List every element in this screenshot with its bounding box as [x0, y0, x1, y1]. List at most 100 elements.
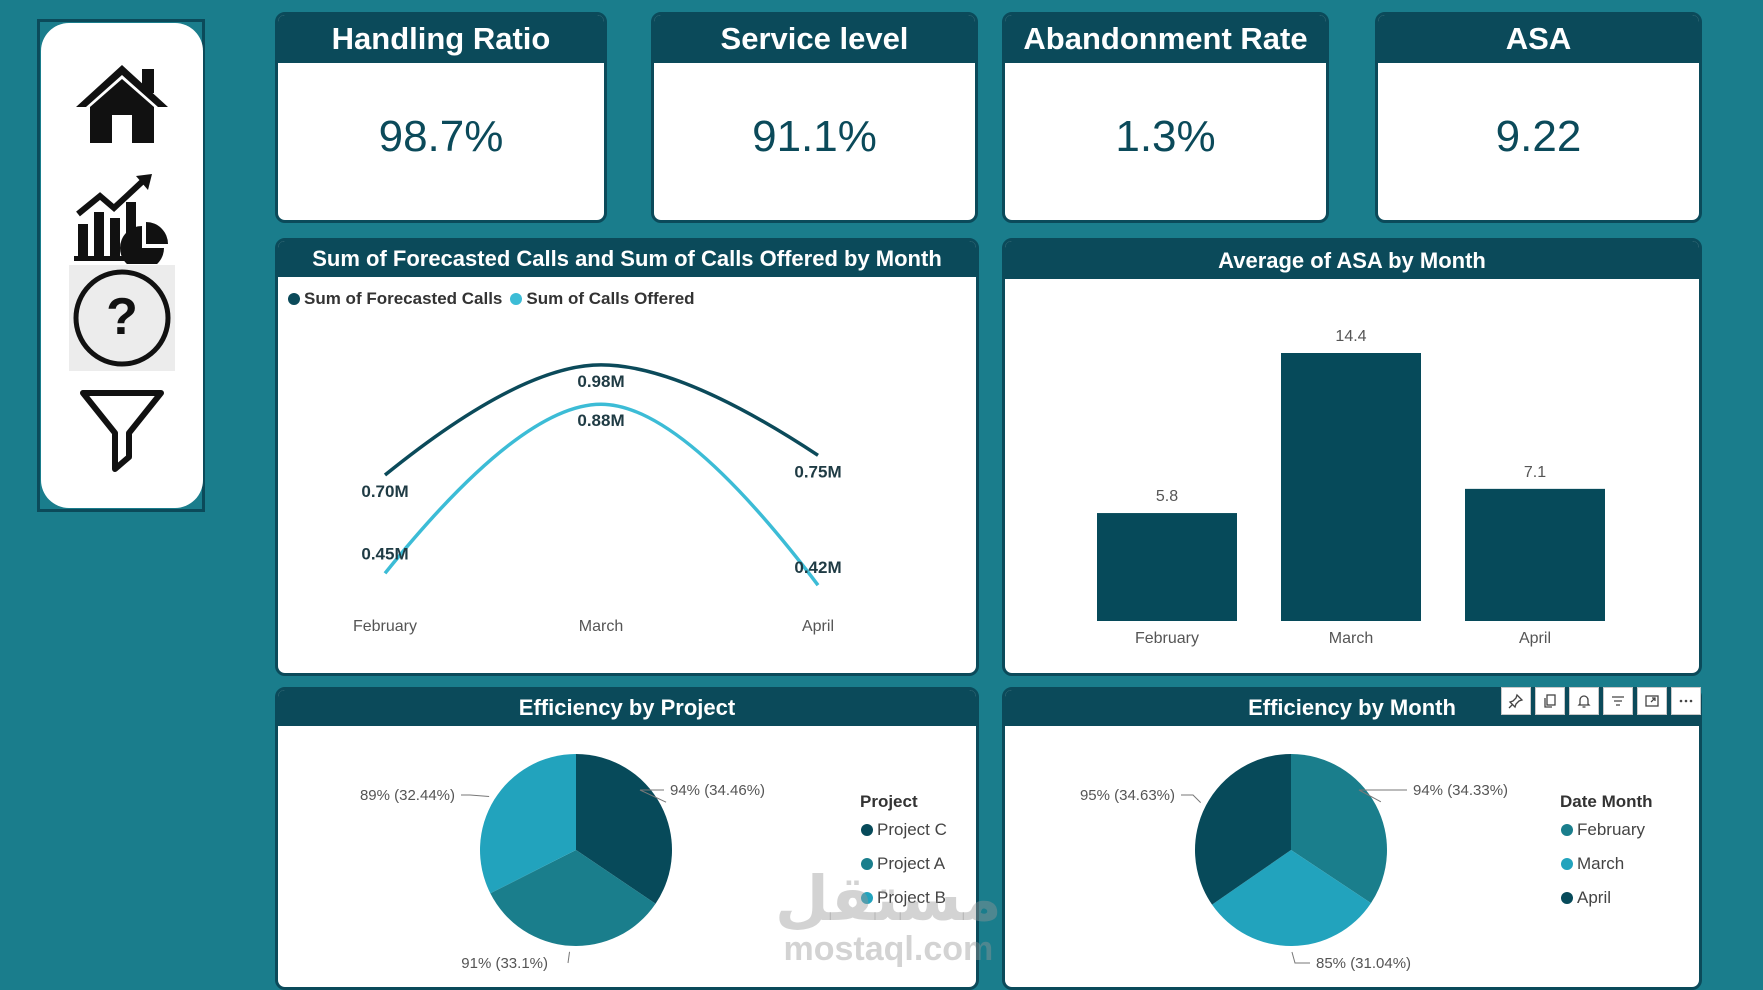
legend-dot [1561, 892, 1573, 904]
pin-visual-button[interactable] [1501, 687, 1531, 715]
data-label: 85% (31.04%) [1316, 955, 1411, 972]
pie-slice[interactable] [576, 754, 672, 904]
data-label: 0.42M [794, 558, 841, 577]
kpi-title: Service level [654, 15, 975, 63]
chart-title: Sum of Forecasted Calls and Sum of Calls… [278, 241, 976, 277]
legend-item-february[interactable]: February [1561, 820, 1645, 840]
nav-home-button[interactable] [69, 51, 175, 157]
more-options-button[interactable] [1671, 687, 1701, 715]
pin-icon [1508, 693, 1524, 709]
home-icon [76, 65, 168, 143]
kpi-title: Abandonment Rate [1005, 15, 1326, 63]
data-label: 91% (33.1%) [461, 955, 548, 972]
legend-label: Project A [877, 854, 946, 873]
data-label: 89% (32.44%) [360, 787, 455, 804]
chart-analytics-icon [74, 174, 168, 264]
leader-line [461, 794, 490, 798]
legend-label: Project B [877, 888, 946, 907]
pie-chart-month-plot[interactable]: 94% (34.33%) 85% (31.04%) 95% (34.63%) [1005, 726, 1565, 986]
x-tick-label: February [353, 618, 417, 635]
legend-dot-offered [510, 293, 523, 305]
svg-text:?: ? [106, 288, 138, 346]
kpi-card-service-level: Service level 91.1% [651, 12, 978, 223]
pie-chart-month-card: Efficiency by Month 94% (34.33%) 85% (31.… [1002, 687, 1702, 990]
kpi-value: 91.1% [752, 112, 877, 161]
bar[interactable] [1465, 488, 1605, 621]
legend-title: Project [860, 792, 918, 811]
series-line[interactable] [383, 363, 819, 477]
visual-header-toolbar [1501, 687, 1701, 715]
kpi-value: 1.3% [1115, 112, 1216, 161]
legend-label: April [1577, 888, 1612, 907]
kpi-card-asa: ASA 9.22 [1375, 12, 1702, 223]
more-options-icon [1679, 699, 1693, 703]
nav-help-button[interactable]: ? [69, 265, 175, 371]
bar[interactable] [1281, 353, 1421, 621]
leader-line [567, 951, 571, 964]
pie-slice[interactable] [1291, 754, 1387, 904]
legend-label: Project C [877, 820, 947, 839]
help-icon: ? [73, 269, 171, 367]
leader-line [1181, 794, 1202, 803]
data-label: 94% (34.33%) [1413, 782, 1508, 799]
legend-item-march[interactable]: March [1561, 854, 1624, 874]
leader-line [1291, 951, 1310, 964]
nav-filter-button[interactable] [69, 377, 175, 483]
alert-button[interactable] [1569, 687, 1599, 715]
pie-chart-project-plot[interactable]: 94% (34.46%) 91% (33.1%) 89% (32.44%) [278, 726, 838, 986]
sidebar-nav: ? [41, 23, 203, 508]
legend-dot [861, 858, 873, 870]
legend-item-project-b[interactable]: Project B [861, 888, 946, 908]
kpi-card-abandonment-rate: Abandonment Rate 1.3% [1002, 12, 1329, 223]
filter-icon [80, 390, 164, 472]
line-chart-card: Sum of Forecasted Calls and Sum of Calls… [275, 238, 979, 676]
series-line[interactable] [383, 402, 820, 587]
focus-mode-button[interactable] [1637, 687, 1667, 715]
legend-dot [1561, 858, 1573, 870]
focus-mode-icon [1645, 695, 1659, 707]
data-label: 0.75M [794, 462, 841, 481]
data-label: 7.1 [1524, 464, 1546, 481]
line-chart-legend: Sum of Forecasted Calls Sum of Calls Off… [288, 289, 695, 309]
legend-label-offered[interactable]: Sum of Calls Offered [526, 289, 695, 308]
copy-visual-button[interactable] [1535, 687, 1565, 715]
pie-slice[interactable] [1195, 754, 1291, 905]
chart-title: Efficiency by Project [278, 690, 976, 726]
x-tick-label: February [1135, 630, 1199, 647]
bar[interactable] [1097, 513, 1237, 621]
legend-label: March [1577, 854, 1625, 873]
bar-chart-card: Average of ASA by Month 5.8 February 14.4 M… [1002, 238, 1702, 676]
data-label: 0.98M [577, 372, 624, 391]
kpi-value: 98.7% [378, 112, 504, 161]
legend-dot [1561, 824, 1573, 836]
pie-slice[interactable] [1212, 850, 1371, 946]
legend-dot [861, 892, 873, 904]
data-label: 0.45M [361, 544, 408, 563]
chart-title: Average of ASA by Month [1005, 241, 1699, 279]
data-label: 95% (34.63%) [1080, 787, 1175, 804]
legend-title: Date Month [1560, 792, 1653, 811]
kpi-value: 9.22 [1495, 112, 1582, 161]
bell-icon [1577, 695, 1591, 708]
x-tick-label: March [1329, 630, 1373, 647]
legend-dot-forecasted [288, 293, 300, 305]
data-label: 14.4 [1335, 328, 1366, 345]
kpi-title: Handling Ratio [278, 15, 604, 63]
legend-label-forecasted[interactable]: Sum of Forecasted Calls [304, 289, 503, 308]
data-label: 0.88M [577, 411, 624, 430]
visual-filter-button[interactable] [1603, 687, 1633, 715]
pie-slice[interactable] [480, 754, 576, 894]
filter-icon [1612, 696, 1624, 706]
x-tick-label: March [579, 618, 623, 635]
legend-item-april[interactable]: April [1561, 888, 1611, 908]
legend-item-project-c[interactable]: Project C [861, 820, 947, 840]
bar-chart-plot[interactable]: 5.8 February 14.4 March 7.1 April [1005, 279, 1699, 673]
pie-slice[interactable] [490, 850, 656, 946]
kpi-title: ASA [1378, 15, 1699, 63]
nav-analytics-button[interactable] [69, 165, 175, 271]
legend-dot [861, 824, 873, 836]
data-label: 0.70M [361, 482, 408, 501]
line-chart-plot[interactable]: 0.70M 0.98M 0.75M 0.45M 0.88M 0.42M February Ma… [278, 277, 976, 673]
legend-item-project-a[interactable]: Project A [861, 854, 945, 874]
leader-line [1358, 789, 1407, 803]
